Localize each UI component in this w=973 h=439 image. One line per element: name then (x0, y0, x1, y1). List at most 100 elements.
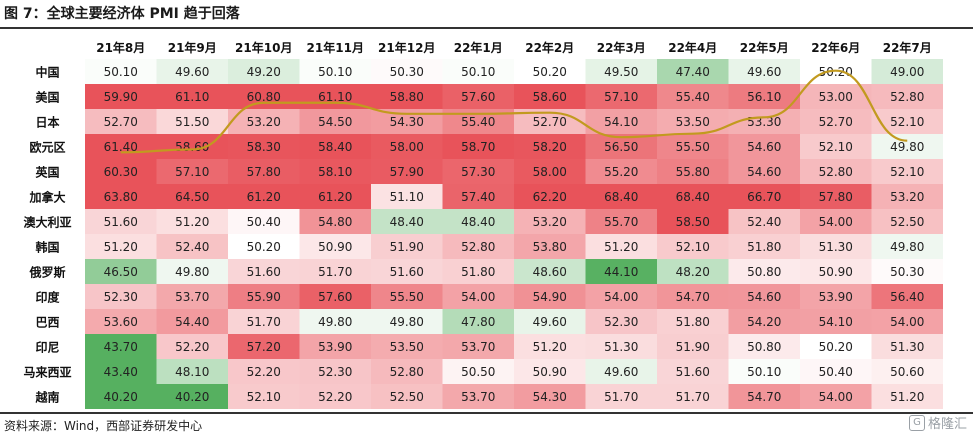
cell-value-0-4: 50.30 (390, 65, 424, 79)
heat-cell-13-10 (800, 384, 872, 409)
heat-cell-5-3 (299, 184, 371, 209)
cell-value-11-4: 53.50 (390, 340, 424, 354)
heat-cell-3-3 (299, 134, 371, 159)
heat-cell-3-5 (442, 134, 514, 159)
heat-cell-7-0 (85, 234, 157, 259)
cell-value-12-8: 51.60 (676, 365, 710, 379)
cell-value-5-11: 53.20 (890, 190, 924, 204)
heat-cell-1-7 (585, 84, 657, 109)
cell-value-4-5: 57.30 (461, 165, 495, 179)
cell-value-4-0: 60.30 (104, 165, 138, 179)
heat-cell-9-4 (371, 284, 443, 309)
cell-value-2-1: 51.50 (175, 115, 209, 129)
heat-cell-12-10 (800, 359, 872, 384)
heat-cell-4-8 (657, 159, 729, 184)
heat-cell-6-10 (800, 209, 872, 234)
cell-value-1-6: 58.60 (533, 90, 567, 104)
row-label-0: 中国 (35, 65, 59, 80)
cell-value-10-0: 53.60 (104, 315, 138, 329)
heat-cell-13-6 (514, 384, 586, 409)
row-label-5: 加拿大 (28, 190, 65, 205)
heat-cell-6-3 (299, 209, 371, 234)
heat-cell-11-4 (371, 334, 443, 359)
cell-value-9-6: 54.90 (533, 290, 567, 304)
heat-cell-4-9 (728, 159, 800, 184)
heat-cell-0-2 (228, 59, 300, 84)
heat-cell-12-11 (871, 359, 943, 384)
heat-cell-1-8 (657, 84, 729, 109)
cell-value-1-7: 57.10 (604, 90, 638, 104)
column-header-5: 22年1月 (454, 40, 503, 55)
cell-value-1-9: 56.10 (747, 90, 781, 104)
heat-cell-3-2 (228, 134, 300, 159)
heat-cell-1-0 (85, 84, 157, 109)
cell-value-1-10: 53.00 (819, 90, 853, 104)
cell-value-9-7: 54.00 (604, 290, 638, 304)
heat-cell-1-10 (800, 84, 872, 109)
cell-value-4-7: 55.20 (604, 165, 638, 179)
watermark-logo-icon: G (908, 414, 925, 431)
cell-value-11-8: 51.90 (676, 340, 710, 354)
cell-value-4-8: 55.80 (676, 165, 710, 179)
cell-value-6-2: 50.40 (247, 215, 281, 229)
cell-value-6-6: 53.20 (533, 215, 567, 229)
heat-cell-9-0 (85, 284, 157, 309)
heat-cell-7-5 (442, 234, 514, 259)
heat-cell-7-11 (871, 234, 943, 259)
heat-cell-4-7 (585, 159, 657, 184)
heat-cell-3-0 (85, 134, 157, 159)
cell-value-8-7: 44.10 (604, 265, 638, 279)
cell-value-9-2: 55.90 (247, 290, 281, 304)
cell-value-6-1: 51.20 (175, 215, 209, 229)
cell-value-13-11: 51.20 (890, 390, 924, 404)
cell-value-9-5: 54.00 (461, 290, 495, 304)
cell-value-0-3: 50.10 (318, 65, 352, 79)
cell-value-8-4: 51.60 (390, 265, 424, 279)
cell-value-3-0: 61.40 (104, 140, 138, 154)
cell-value-7-6: 53.80 (533, 240, 567, 254)
heat-cell-0-7 (585, 59, 657, 84)
heat-cell-10-5 (442, 309, 514, 334)
cell-value-9-0: 52.30 (104, 290, 138, 304)
heat-cell-7-6 (514, 234, 586, 259)
cell-value-5-8: 68.40 (676, 190, 710, 204)
heat-cell-11-6 (514, 334, 586, 359)
heat-cell-5-4 (371, 184, 443, 209)
heat-cell-7-2 (228, 234, 300, 259)
heat-cell-11-9 (728, 334, 800, 359)
cell-value-10-5: 47.80 (461, 315, 495, 329)
cell-value-11-3: 53.90 (318, 340, 352, 354)
heat-cell-10-0 (85, 309, 157, 334)
heat-cell-12-7 (585, 359, 657, 384)
cell-value-11-10: 50.20 (819, 340, 853, 354)
heat-cell-6-5 (442, 209, 514, 234)
row-label-13: 越南 (34, 390, 59, 405)
cell-value-12-7: 49.60 (604, 365, 638, 379)
heat-cell-6-2 (228, 209, 300, 234)
heat-cell-8-9 (728, 259, 800, 284)
cell-value-3-7: 56.50 (604, 140, 638, 154)
cell-value-11-5: 53.70 (461, 340, 495, 354)
cell-value-10-9: 54.20 (747, 315, 781, 329)
heat-cell-13-11 (871, 384, 943, 409)
cell-value-3-10: 52.10 (819, 140, 853, 154)
cell-value-3-4: 58.00 (390, 140, 424, 154)
cell-value-10-7: 52.30 (604, 315, 638, 329)
cell-value-13-1: 40.20 (175, 390, 209, 404)
heat-cell-9-7 (585, 284, 657, 309)
cell-value-6-0: 51.60 (104, 215, 138, 229)
cell-value-12-11: 50.60 (890, 365, 924, 379)
top-rule (0, 27, 973, 29)
heat-cell-13-1 (156, 384, 228, 409)
cell-value-13-5: 53.70 (461, 390, 495, 404)
heat-cell-4-2 (228, 159, 300, 184)
heat-cell-12-8 (657, 359, 729, 384)
heat-cell-2-7 (585, 109, 657, 134)
cell-value-11-1: 52.20 (175, 340, 209, 354)
cell-value-2-5: 55.40 (461, 115, 495, 129)
column-header-3: 21年11月 (307, 40, 364, 55)
cell-value-5-0: 63.80 (104, 190, 138, 204)
cell-value-2-10: 52.70 (819, 115, 853, 129)
heat-cell-2-10 (800, 109, 872, 134)
trend-line (120, 69, 908, 154)
